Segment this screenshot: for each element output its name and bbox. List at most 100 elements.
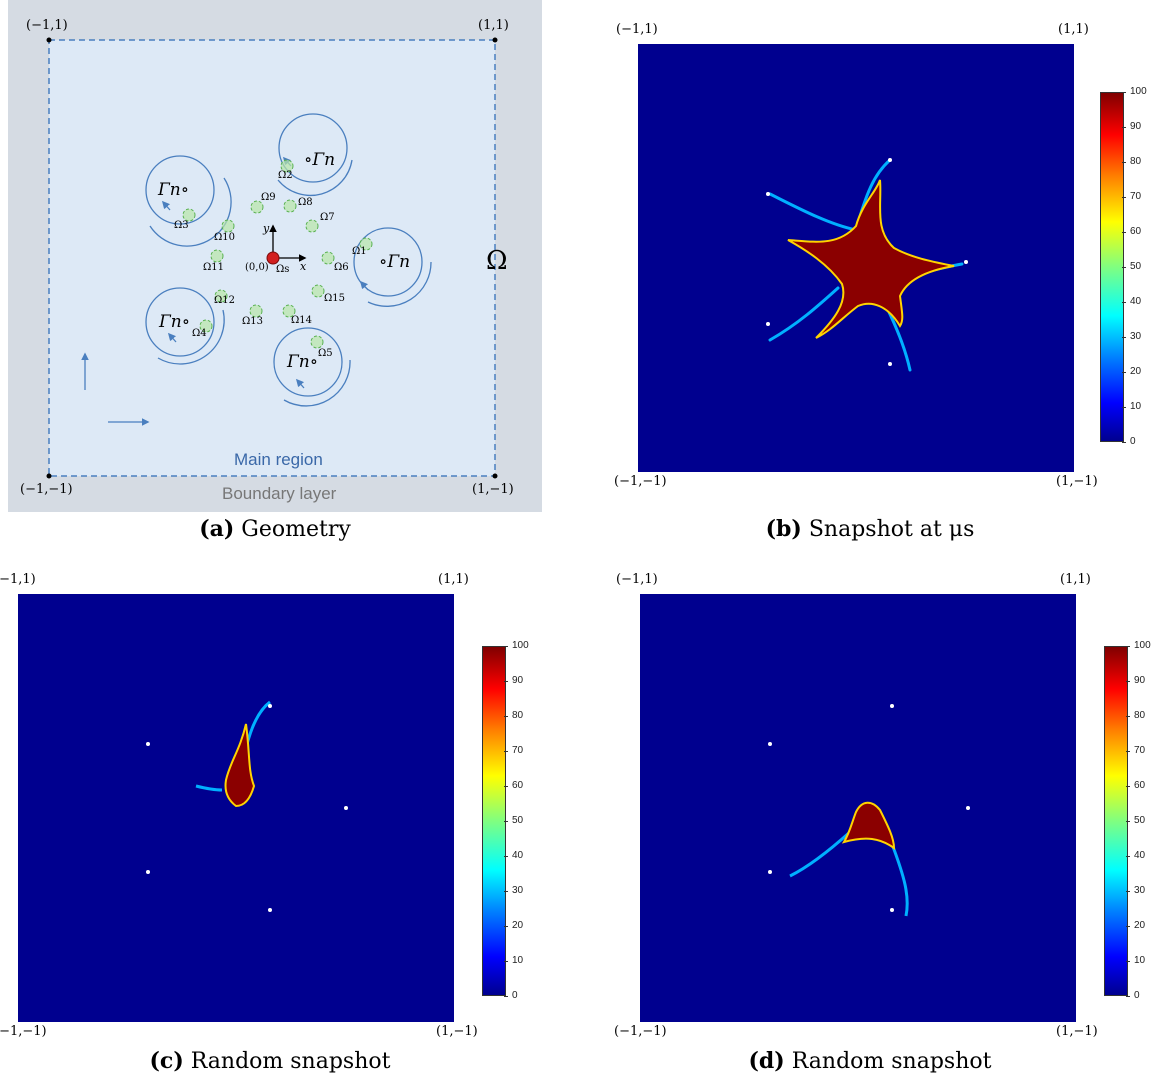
colorbar-tick [1122, 267, 1126, 268]
subdomain-9 [250, 200, 264, 214]
caption-a: (a) Geometry [8, 516, 542, 542]
subdomain-14 [282, 304, 296, 318]
colorbar-tick [504, 821, 508, 822]
colorbar-tick [504, 646, 508, 647]
corner-label-bl: (−1,−1) [614, 1024, 667, 1039]
gamma-label-5: Γn∘ [287, 352, 319, 372]
colorbar-tick-label: 100 [1134, 640, 1151, 651]
colorbar-tick [1126, 716, 1130, 717]
colorbar-tick [1126, 751, 1130, 752]
colorbar-tick-label: 90 [512, 675, 524, 686]
panel-random-snapshot-d: (−1,1) (1,1) (−1,−1) (1,−1) 0 10 20 30 40 50 6… [600, 572, 1151, 1042]
probe-dot [766, 192, 770, 196]
colorbar-tick-label: 100 [512, 640, 529, 651]
main-region-label: Main region [234, 450, 323, 469]
corner-dot [46, 473, 52, 479]
panel-random-snapshot-c: (−1,1) (1,1) (−1,−1) (1,−1) 0 10 20 30 40 50 6… [0, 572, 540, 1042]
colorbar-tick-label: 80 [1130, 156, 1142, 167]
subdomain-3 [182, 208, 196, 222]
colorbar-tick-label: 60 [1134, 780, 1146, 791]
subdomain-label: Ω4 [192, 328, 207, 339]
colorbar-tick [1122, 407, 1126, 408]
caption-text: Random snapshot [791, 1049, 992, 1074]
corner-dot [46, 37, 52, 43]
colorbar-tick [1126, 996, 1130, 997]
probe-dot [146, 742, 150, 746]
colorbar-tick [1126, 891, 1130, 892]
subdomain-label: Ω13 [242, 316, 264, 327]
colorbar-tick-label: 80 [1134, 710, 1146, 721]
colorbar-gradient [482, 646, 506, 996]
panel-geometry: (−1,1) (1,1) (−1,−1) (1,−1) Ω Main regio… [8, 0, 542, 512]
colorbar-tick-label: 20 [1130, 366, 1142, 377]
subdomain-label: Ω3 [174, 220, 189, 231]
probe-dot [888, 362, 892, 366]
subdomain-1 [359, 237, 373, 251]
snapshot-field-b [638, 44, 1074, 472]
subdomain-label: Ω9 [261, 192, 276, 203]
colorbar-tick-label: 30 [512, 885, 524, 896]
gamma-label-3: Γn∘ [158, 180, 190, 200]
colorbar-tick-label: 0 [512, 990, 518, 1001]
corner-label-tr: (1,1) [1058, 22, 1089, 37]
probe-dot [964, 260, 968, 264]
corner-label-br: (1,−1) [436, 1024, 478, 1039]
colorbar-tick-label: 30 [1134, 885, 1146, 896]
colorbar-tick-label: 40 [1130, 296, 1142, 307]
colorbar-tick-label: 90 [1130, 121, 1142, 132]
axis-y-label: y [263, 222, 270, 235]
colorbar-tick [1122, 197, 1126, 198]
colorbar-gradient [1100, 92, 1124, 442]
corner-label-bl: (−1,−1) [20, 482, 73, 497]
subdomain-7 [305, 219, 319, 233]
colorbar-tick [504, 926, 508, 927]
probe-dot [268, 704, 272, 708]
colorbar-tick-label: 80 [512, 710, 524, 721]
colorbar-tick-label: 20 [1134, 920, 1146, 931]
subdomain-11 [210, 249, 224, 263]
probe-dot [890, 908, 894, 912]
gamma-label-1: ∘Γn [379, 252, 411, 272]
subdomain-label: Ω10 [214, 232, 236, 243]
colorbar-tick-label: 0 [1130, 436, 1136, 447]
hot-region [787, 179, 955, 339]
corner-label-tl: (−1,1) [26, 18, 68, 33]
source-label: Ωs [276, 264, 290, 275]
corner-label-br: (1,−1) [472, 482, 514, 497]
geometry-diagram [8, 0, 542, 512]
gamma-ring-1 [353, 227, 432, 307]
corner-label-tr: (1,1) [438, 572, 469, 587]
colorbar-tick-label: 40 [1134, 850, 1146, 861]
subdomain-13 [249, 304, 263, 318]
colorbar-tick [504, 856, 508, 857]
colorbar-tick-label: 50 [512, 815, 524, 826]
hot-region [224, 723, 256, 808]
colorbar-tick [1126, 856, 1130, 857]
origin-label: (0,0) [245, 262, 269, 273]
panel-snapshot-mus: (−1,1) (1,1) (−1,−1) (1,−1) 0 10 20 30 40 50 6… [600, 20, 1147, 500]
probe-dot [766, 322, 770, 326]
subdomain-label: Ω1 [352, 246, 367, 257]
hot-region [841, 801, 896, 850]
subdomain-2 [280, 159, 294, 173]
colorbar-tick-label: 10 [1134, 955, 1146, 966]
colorbar-tick [1122, 302, 1126, 303]
caption-text: Geometry [241, 517, 351, 542]
gamma-ring-4 [145, 287, 225, 365]
colorbar: 0 10 20 30 40 50 60 70 80 90 100 [1104, 640, 1151, 1001]
subdomain-label: Ω7 [320, 212, 335, 223]
subdomain-label: Ω8 [298, 197, 313, 208]
colorbar-tick-label: 40 [512, 850, 524, 861]
subdomain-5 [310, 335, 324, 349]
caption-c: (c) Random snapshot [0, 1048, 540, 1074]
colorbar-tick [504, 681, 508, 682]
gamma-label-4: Γn∘ [159, 312, 191, 332]
probe-dot [768, 742, 772, 746]
colorbar-tick [1126, 646, 1130, 647]
subdomain-10 [221, 219, 235, 233]
subdomain-label: Ω2 [278, 170, 293, 181]
corner-label-bl: (−1,−1) [614, 474, 667, 489]
colorbar-tick [1126, 786, 1130, 787]
colorbar-tick [1126, 821, 1130, 822]
colorbar-tick [1126, 926, 1130, 927]
